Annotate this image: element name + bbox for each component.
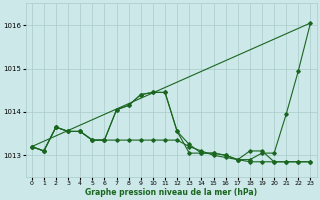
X-axis label: Graphe pression niveau de la mer (hPa): Graphe pression niveau de la mer (hPa) bbox=[85, 188, 257, 197]
